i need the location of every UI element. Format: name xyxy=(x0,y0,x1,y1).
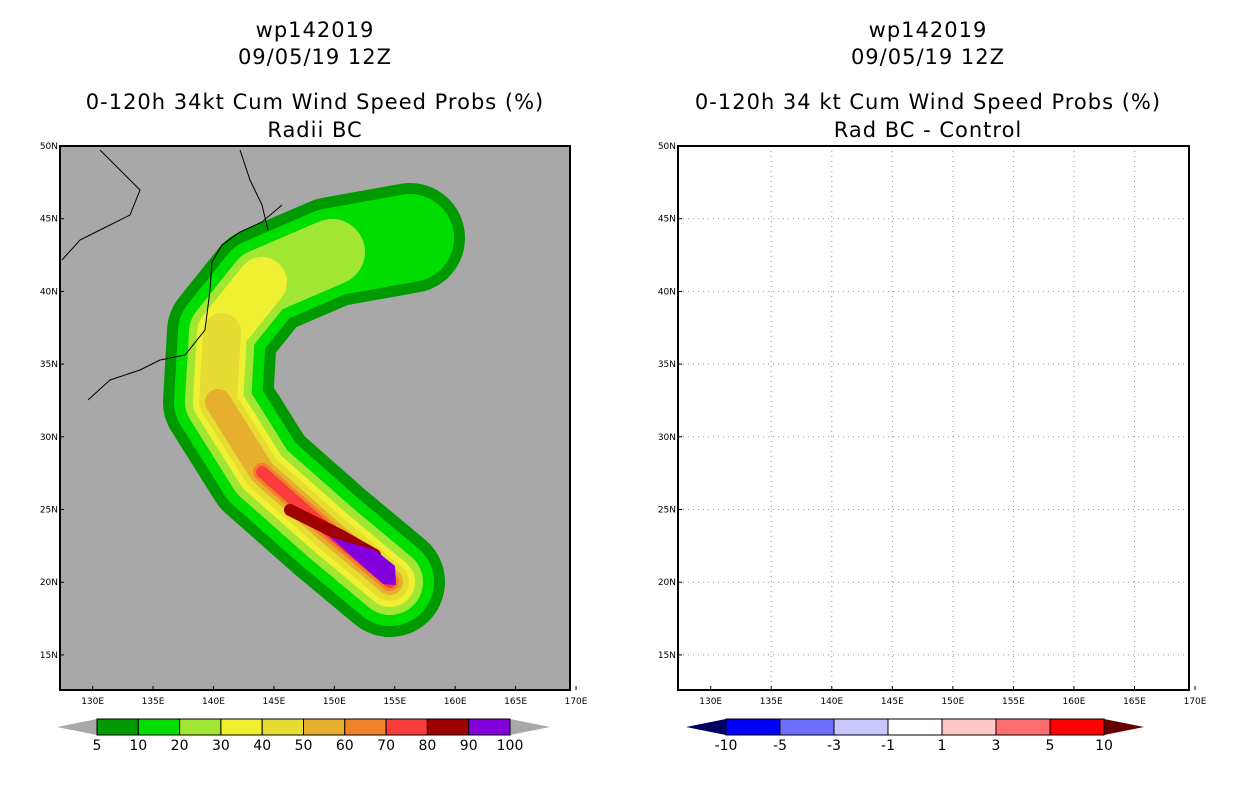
lon-label: 145E xyxy=(881,697,904,707)
lon-label: 140E xyxy=(202,697,225,707)
colorbar-low-arrow xyxy=(57,719,97,735)
right-date: 09/05/19 12Z xyxy=(850,45,1006,69)
lat-label: 20N xyxy=(658,578,676,588)
lon-label: 130E xyxy=(699,697,722,707)
coastline xyxy=(61,149,141,261)
right-title: 0-120h 34 kt Cum Wind Speed Probs (%) xyxy=(694,90,1162,114)
colorbar-label: 50 xyxy=(295,738,313,754)
colorbar-label: -5 xyxy=(773,738,787,754)
lon-label: 150E xyxy=(323,697,346,707)
lat-label: 45N xyxy=(658,215,676,225)
lat-label: 40N xyxy=(658,287,676,297)
map-frame xyxy=(677,145,1190,691)
colorbar-swatch xyxy=(303,718,346,736)
coastline xyxy=(87,204,283,401)
colorbar-label: 1 xyxy=(938,738,947,754)
lon-label: 165E xyxy=(504,697,527,707)
lon-label: 135E xyxy=(760,697,783,707)
left-storm-id: wp142019 xyxy=(255,18,375,42)
colorbar-label: 80 xyxy=(418,738,436,754)
colorbar-label: 5 xyxy=(93,738,102,754)
colorbar-swatch xyxy=(344,718,387,736)
colorbar-low-arrow xyxy=(686,719,726,735)
colorbar-high-arrow xyxy=(1104,719,1144,735)
lat-label: 45N xyxy=(40,215,58,225)
lat-label: 15N xyxy=(658,651,676,661)
colorbar-label: 40 xyxy=(253,738,271,754)
colorbar-high-arrow xyxy=(510,719,550,735)
colorbar-label: 20 xyxy=(171,738,189,754)
right-subtitle: Rad BC - Control xyxy=(833,118,1023,142)
left-date: 09/05/19 12Z xyxy=(237,45,393,69)
lat-label: 15N xyxy=(40,651,58,661)
lon-label: 165E xyxy=(1123,697,1146,707)
lon-label: 150E xyxy=(941,697,964,707)
left-title: 0-120h 34kt Cum Wind Speed Probs (%) xyxy=(85,90,545,114)
lon-label: 155E xyxy=(1002,697,1025,707)
colorbar-swatch xyxy=(995,718,1051,736)
map-panel-1: 130E 135E 140E 145E 150E 155E 160E 165E 170E 15N 2… xyxy=(658,142,1207,754)
coastline xyxy=(239,149,269,231)
colorbar-swatch xyxy=(220,718,263,736)
lon-label: 170E xyxy=(1184,697,1207,707)
colorbar-swatch xyxy=(833,718,889,736)
lon-label: 135E xyxy=(142,697,165,707)
colorbar-swatch xyxy=(137,718,181,736)
lat-label: 40N xyxy=(40,287,58,297)
colorbar-swatch xyxy=(887,718,943,736)
lon-label: 140E xyxy=(820,697,843,707)
colorbar-swatch xyxy=(468,718,511,736)
colorbar-label: -1 xyxy=(881,738,895,754)
colorbar-label: 90 xyxy=(460,738,478,754)
lat-label: 30N xyxy=(658,433,676,443)
colorbar-label: -3 xyxy=(827,738,841,754)
lat-label: 25N xyxy=(40,506,58,516)
lat-label: 25N xyxy=(658,506,676,516)
lon-label: 130E xyxy=(81,697,104,707)
colorbar-label: 10 xyxy=(1095,738,1113,754)
colorbar-label: 100 xyxy=(497,738,524,754)
lat-label: 30N xyxy=(40,433,58,443)
colorbar-label: 70 xyxy=(377,738,395,754)
colorbar-swatch xyxy=(426,718,470,736)
left-subtitle: Radii BC xyxy=(267,118,363,142)
map-frame xyxy=(59,145,571,691)
lat-label: 35N xyxy=(658,360,676,370)
colorbar-label: 30 xyxy=(212,738,230,754)
colorbar-swatch xyxy=(725,718,781,736)
colorbar-swatch xyxy=(385,718,428,736)
colorbar-swatch xyxy=(179,718,222,736)
colorbar-swatch xyxy=(1049,718,1105,736)
lon-label: 160E xyxy=(444,697,467,707)
lon-label: 145E xyxy=(262,697,285,707)
lat-label: 50N xyxy=(40,142,58,152)
lon-label: 155E xyxy=(383,697,406,707)
lat-label: 20N xyxy=(40,578,58,588)
colorbar-label: -10 xyxy=(715,738,738,754)
lat-label: 35N xyxy=(40,360,58,370)
contour-band-90 xyxy=(330,537,396,585)
lon-label: 160E xyxy=(1063,697,1086,707)
map-panel-0: 130E 135E 140E 145E 150E 155E 160E 165E 170E 15N 2… xyxy=(40,142,588,754)
lon-label: 170E xyxy=(565,697,588,707)
colorbar-swatch xyxy=(779,718,835,736)
map-background xyxy=(678,146,1189,690)
right-storm-id: wp142019 xyxy=(868,18,988,42)
colorbar-label: 5 xyxy=(1046,738,1055,754)
colorbar-label: 60 xyxy=(336,738,354,754)
colorbar-swatch xyxy=(261,718,305,736)
probability-contours xyxy=(61,149,465,637)
lat-label: 50N xyxy=(658,142,676,152)
colorbar-swatch xyxy=(96,718,139,736)
colorbar-label: 3 xyxy=(992,738,1001,754)
colorbar-swatch xyxy=(941,718,997,736)
colorbar-label: 10 xyxy=(129,738,147,754)
